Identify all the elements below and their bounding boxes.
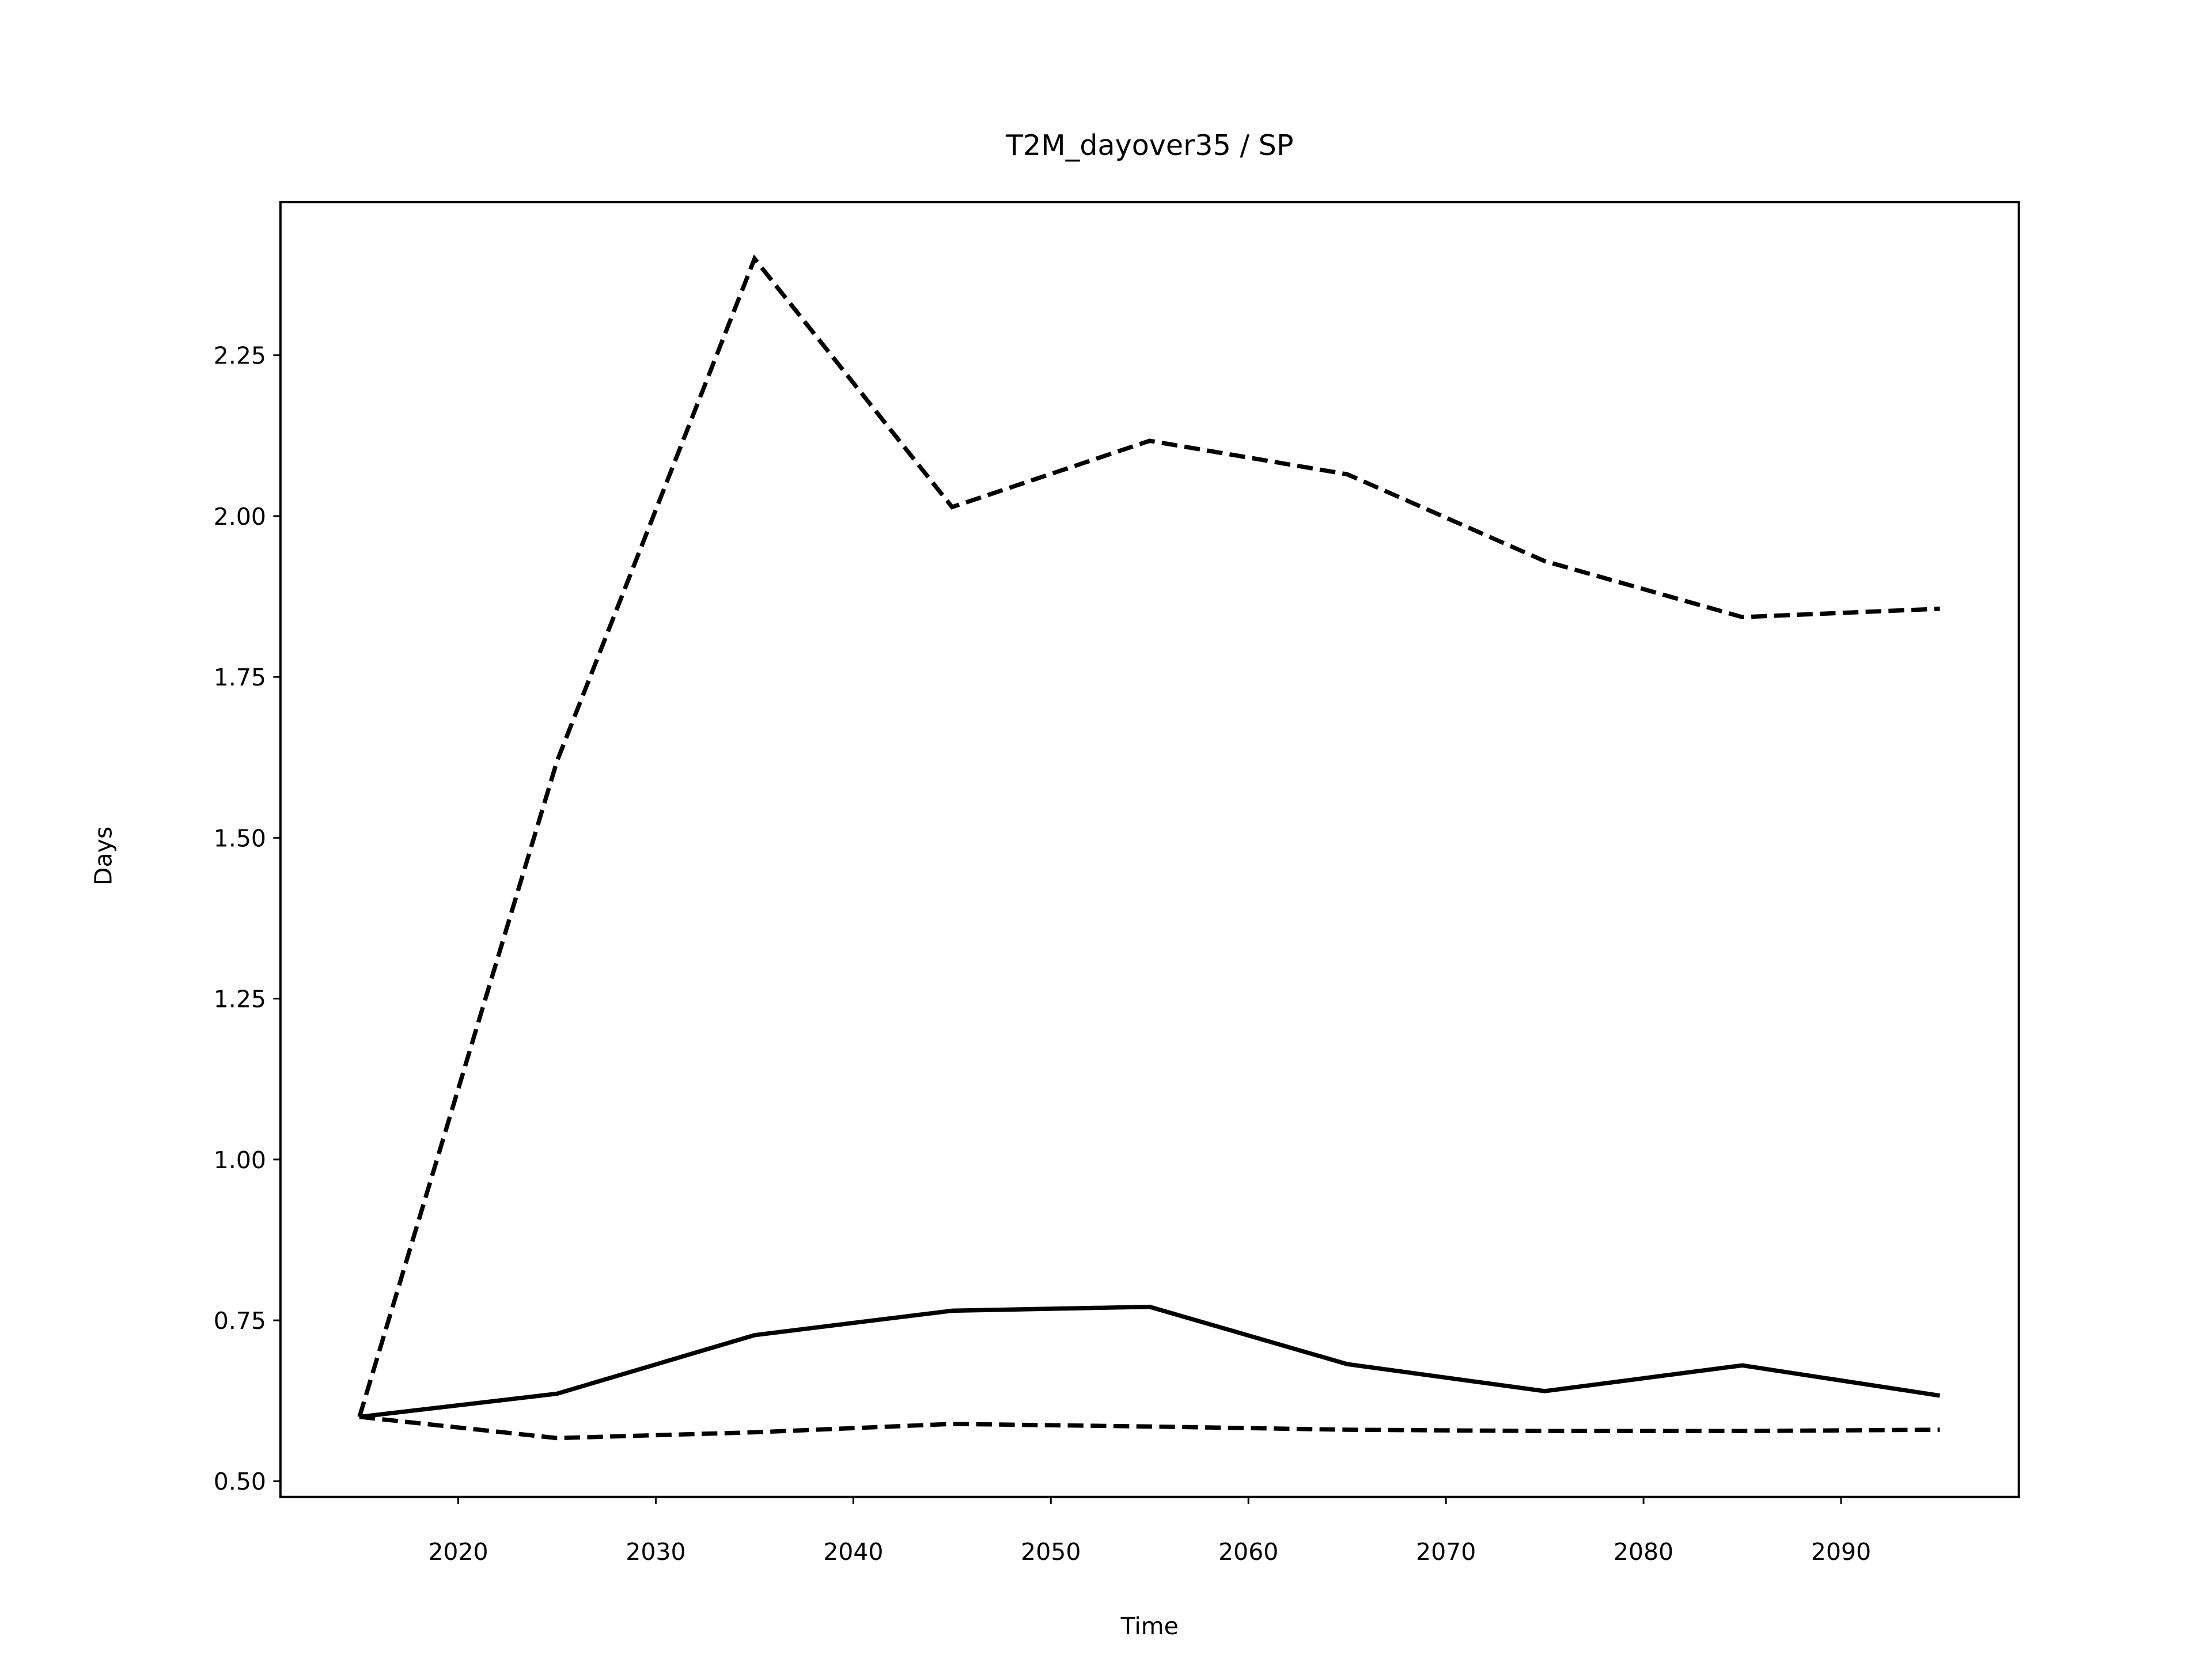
x-tick-label: 2060 — [1218, 1538, 1278, 1566]
x-tick-label: 2020 — [428, 1538, 488, 1566]
x-axis-label: Time — [1120, 1612, 1179, 1640]
y-tick-label: 2.00 — [214, 503, 266, 531]
y-tick-label: 0.50 — [214, 1468, 266, 1495]
series-line — [359, 1304, 1941, 1419]
x-tick-label: 2040 — [823, 1538, 883, 1566]
series-line — [357, 254, 1940, 1418]
y-tick-label: 0.75 — [214, 1307, 266, 1335]
x-tick-label: 2050 — [1021, 1538, 1081, 1566]
x-tick-label: 2070 — [1416, 1538, 1476, 1566]
x-tick-label: 2090 — [1811, 1538, 1871, 1566]
chart-title: T2M_dayover35 / SP — [1005, 128, 1294, 162]
y-tick-label: 1.25 — [214, 986, 266, 1013]
y-tick-label: 1.75 — [214, 664, 266, 691]
y-tick-label: 1.00 — [214, 1146, 266, 1174]
y-tick-label: 2.25 — [214, 342, 266, 370]
x-tick-label: 2080 — [1613, 1538, 1673, 1566]
y-axis-label: Days — [90, 827, 118, 885]
x-tick-label: 2030 — [626, 1538, 685, 1566]
series-line — [359, 1414, 1940, 1441]
y-tick-label: 1.50 — [214, 824, 266, 852]
plot-frame — [279, 200, 2020, 1498]
